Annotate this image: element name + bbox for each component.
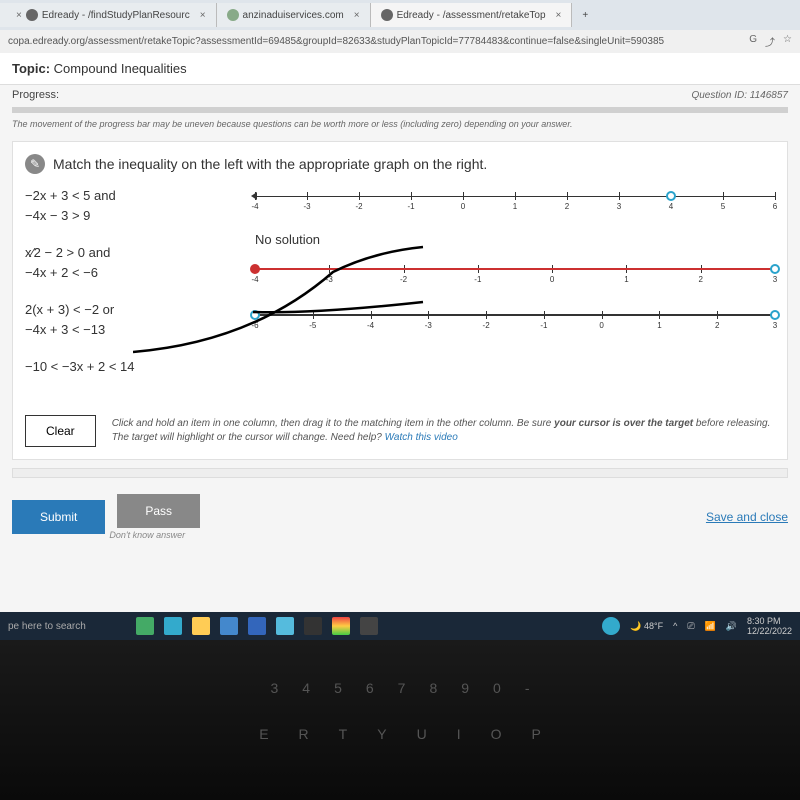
- action-buttons: Submit Pass Don't know answer Save and c…: [0, 482, 800, 552]
- address-bar[interactable]: copa.edready.org/assessment/retakeTopic?…: [0, 30, 800, 53]
- url-text: copa.edready.org/assessment/retakeTopic?…: [8, 36, 664, 47]
- tab-title: Edready - /findStudyPlanResourc: [42, 10, 190, 21]
- graph-item[interactable]: -4-3-2-10123456: [255, 186, 775, 216]
- clear-button[interactable]: Clear: [25, 415, 96, 447]
- url-actions: G ⤴ ☆: [749, 34, 792, 49]
- settings-icon[interactable]: [360, 617, 378, 635]
- inequality-item[interactable]: x⁄2 − 2 > 0 and −4x + 2 < −6: [25, 243, 225, 282]
- share-icon[interactable]: ⤴: [765, 34, 775, 49]
- volume-icon[interactable]: 🔊: [726, 621, 737, 632]
- site-icon: [227, 9, 239, 21]
- progress-label: Progress:: [12, 89, 59, 101]
- browser-tabs: × Edready - /findStudyPlanResourc × anzi…: [0, 0, 800, 30]
- progress-note: The movement of the progress bar may be …: [0, 115, 800, 133]
- tab-1[interactable]: × Edready - /findStudyPlanResourc ×: [0, 3, 217, 27]
- tray-icon[interactable]: ⎚: [687, 621, 694, 632]
- no-solution-item[interactable]: No solution: [255, 232, 775, 247]
- edge-icon[interactable]: [164, 617, 182, 635]
- inequality-item[interactable]: −10 < −3x + 2 < 14: [25, 357, 225, 377]
- site-icon: [26, 9, 38, 21]
- tab-title: Edready - /assessment/retakeTop: [397, 10, 546, 21]
- pass-note: Don't know answer: [109, 530, 200, 540]
- close-icon[interactable]: ×: [200, 10, 206, 21]
- save-close-link[interactable]: Save and close: [706, 510, 788, 524]
- question-content: ✎ Match the inequality on the left with …: [12, 141, 788, 460]
- progress-row: Progress: Question ID: 1146857: [0, 85, 800, 105]
- help-icon[interactable]: [602, 617, 620, 635]
- tab-title: anzinaduiservices.com: [243, 10, 344, 21]
- graph-item[interactable]: -4-3-2-10123: [255, 259, 775, 289]
- new-tab-button[interactable]: +: [572, 4, 598, 27]
- inequality-item[interactable]: −2x + 3 < 5 and −4x − 3 > 9: [25, 186, 225, 225]
- close-icon[interactable]: ×: [354, 10, 360, 21]
- clock[interactable]: 8:30 PM 12/22/2022: [747, 616, 792, 636]
- dropbox-icon[interactable]: [248, 617, 266, 635]
- close-icon[interactable]: ×: [16, 10, 22, 21]
- taskbar-search[interactable]: pe here to search: [8, 621, 128, 632]
- graphs-column: -4-3-2-10123456 No solution -4-3-2-10123…: [255, 186, 775, 395]
- star-icon[interactable]: ☆: [783, 34, 792, 49]
- tab-2[interactable]: anzinaduiservices.com ×: [217, 3, 371, 27]
- topic-header: Topic: Compound Inequalities: [0, 53, 800, 85]
- windows-taskbar: pe here to search 🌙 48°F ^ ⎚ 📶 🔊 8:30 PM…: [0, 612, 800, 640]
- store-icon[interactable]: [220, 617, 238, 635]
- explorer-icon[interactable]: [192, 617, 210, 635]
- app-icon[interactable]: [276, 617, 294, 635]
- help-video-link[interactable]: Watch this video: [385, 432, 458, 443]
- task-view-icon[interactable]: [136, 617, 154, 635]
- laptop-keyboard: 34567890- ERTYUIOP: [0, 640, 800, 800]
- tab-3[interactable]: Edready - /assessment/retakeTop ×: [371, 3, 573, 27]
- close-icon[interactable]: ×: [556, 10, 562, 21]
- horizontal-scrollbar[interactable]: [12, 468, 788, 478]
- app-icon[interactable]: [304, 617, 322, 635]
- pencil-icon: ✎: [25, 154, 45, 174]
- inequalities-column: −2x + 3 < 5 and −4x − 3 > 9 x⁄2 − 2 > 0 …: [25, 186, 225, 395]
- pass-button[interactable]: Pass: [117, 494, 200, 528]
- inequality-item[interactable]: 2(x + 3) < −2 or −4x + 3 < −13: [25, 300, 225, 339]
- submit-button[interactable]: Submit: [12, 500, 105, 534]
- chrome-icon[interactable]: [332, 617, 350, 635]
- google-icon[interactable]: G: [749, 34, 757, 49]
- progress-bar: [12, 107, 788, 113]
- topic-value: Compound Inequalities: [54, 61, 187, 76]
- instructions-text: Click and hold an item in one column, th…: [112, 417, 775, 445]
- site-icon: [381, 9, 393, 21]
- graph-item[interactable]: -6-5-4-3-2-10123: [255, 305, 775, 335]
- chevron-up-icon[interactable]: ^: [673, 621, 677, 631]
- question-id: Question ID: 1146857: [691, 90, 788, 101]
- wifi-icon[interactable]: 📶: [705, 621, 716, 632]
- topic-label: Topic:: [12, 61, 50, 76]
- question-text: Match the inequality on the left with th…: [53, 156, 487, 172]
- weather-widget[interactable]: 🌙 48°F: [630, 621, 663, 632]
